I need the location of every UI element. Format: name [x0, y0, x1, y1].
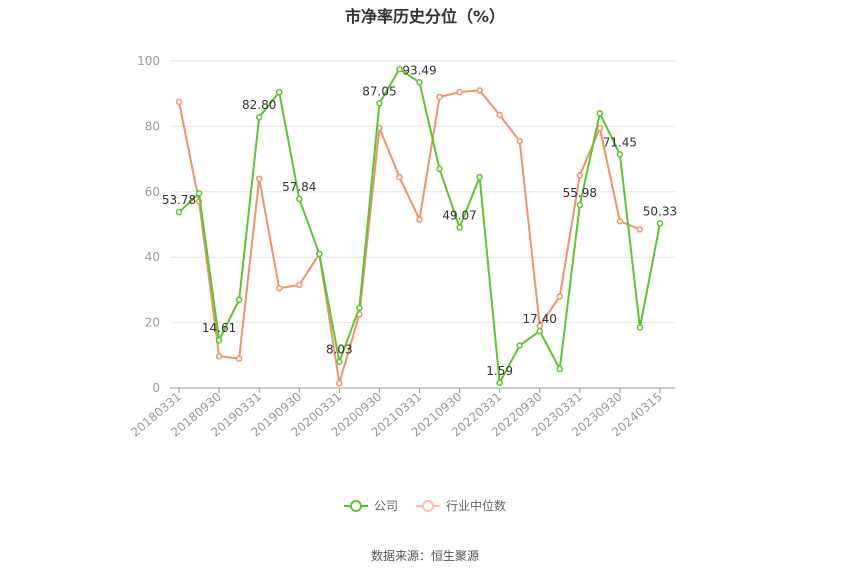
data-label: 49.07 — [442, 209, 476, 223]
chart-legend: 公司 行业中位数 — [0, 497, 850, 514]
data-point-company — [195, 190, 203, 197]
data-label: 50.33 — [643, 204, 677, 218]
legend-label-industry: 行业中位数 — [446, 499, 507, 513]
data-point-company — [576, 201, 584, 209]
data-point-industry — [215, 353, 223, 360]
data-point-company — [255, 113, 263, 121]
data-point-company — [275, 88, 283, 96]
y-tick-label: 20 — [145, 316, 160, 330]
data-point-company — [636, 324, 644, 331]
data-label: 1.59 — [486, 364, 513, 378]
data-point-industry — [336, 379, 343, 387]
data-point-company — [416, 79, 423, 86]
data-point-company — [396, 65, 403, 73]
data-label: 17.40 — [523, 312, 557, 326]
legend-item-industry[interactable]: 行业中位数 — [416, 497, 506, 514]
data-label: 55.98 — [563, 186, 597, 200]
legend-item-company[interactable]: 公司 — [343, 497, 398, 514]
data-point-company — [456, 224, 463, 231]
legend-swatch-company — [343, 499, 368, 513]
data-point-industry — [456, 88, 463, 96]
data-label: 14.61 — [202, 321, 236, 335]
y-tick-label: 60 — [145, 185, 160, 199]
data-point-company — [516, 342, 523, 349]
data-label: 93.49 — [402, 63, 436, 77]
data-point-industry — [616, 217, 624, 225]
data-point-industry — [496, 111, 503, 119]
data-label: 82.80 — [242, 98, 276, 112]
data-point-industry — [556, 293, 564, 300]
data-point-company — [596, 110, 604, 117]
data-point-company — [556, 365, 564, 373]
data-point-company — [235, 296, 243, 303]
data-point-industry — [436, 93, 443, 101]
chart-title: 市净率历史分位（%） — [344, 7, 506, 26]
y-tick-label: 0 — [152, 381, 160, 395]
data-point-company — [436, 165, 443, 173]
data-point-industry — [636, 226, 644, 233]
data-point-company — [616, 151, 624, 158]
data-label: 53.78 — [162, 193, 196, 207]
data-point-industry — [235, 355, 243, 362]
data-point-industry — [476, 87, 483, 94]
legend-swatch-industry — [416, 499, 440, 513]
y-tick-label: 80 — [145, 119, 160, 133]
data-point-industry — [576, 172, 584, 179]
data-point-company — [215, 336, 223, 344]
series-line-industry — [178, 89, 641, 385]
data-source: 数据来源：恒生聚源 — [370, 549, 479, 563]
data-point-company — [656, 220, 664, 227]
legend-label-company: 公司 — [373, 499, 398, 513]
data-point-industry — [275, 285, 283, 292]
data-point-industry — [596, 124, 604, 132]
data-label: 8.03 — [326, 343, 353, 357]
data-point-industry — [255, 175, 263, 182]
y-tick-label: 100 — [137, 54, 160, 68]
data-label: 87.05 — [362, 84, 396, 98]
data-point-industry — [416, 216, 423, 223]
data-point-industry — [175, 98, 183, 106]
data-point-company — [175, 208, 183, 216]
data-point-company — [336, 358, 343, 365]
data-point-company — [476, 173, 483, 181]
data-point-company — [316, 250, 323, 258]
series-line-company — [178, 68, 661, 384]
data-label: 71.45 — [603, 135, 637, 149]
y-tick-label: 40 — [145, 250, 160, 264]
data-point-company — [296, 195, 303, 203]
data-point-industry — [516, 137, 523, 145]
data-point-company — [536, 327, 543, 335]
data-point-company — [496, 379, 503, 387]
data-point-industry — [396, 173, 403, 181]
data-point-company — [356, 304, 363, 312]
data-point-industry — [296, 281, 303, 289]
data-point-company — [376, 100, 383, 107]
data-label: 57.84 — [282, 180, 316, 194]
